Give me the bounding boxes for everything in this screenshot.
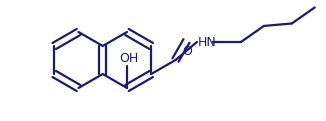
Text: O: O — [183, 45, 192, 58]
Text: OH: OH — [119, 52, 139, 65]
Text: HN: HN — [198, 35, 217, 49]
